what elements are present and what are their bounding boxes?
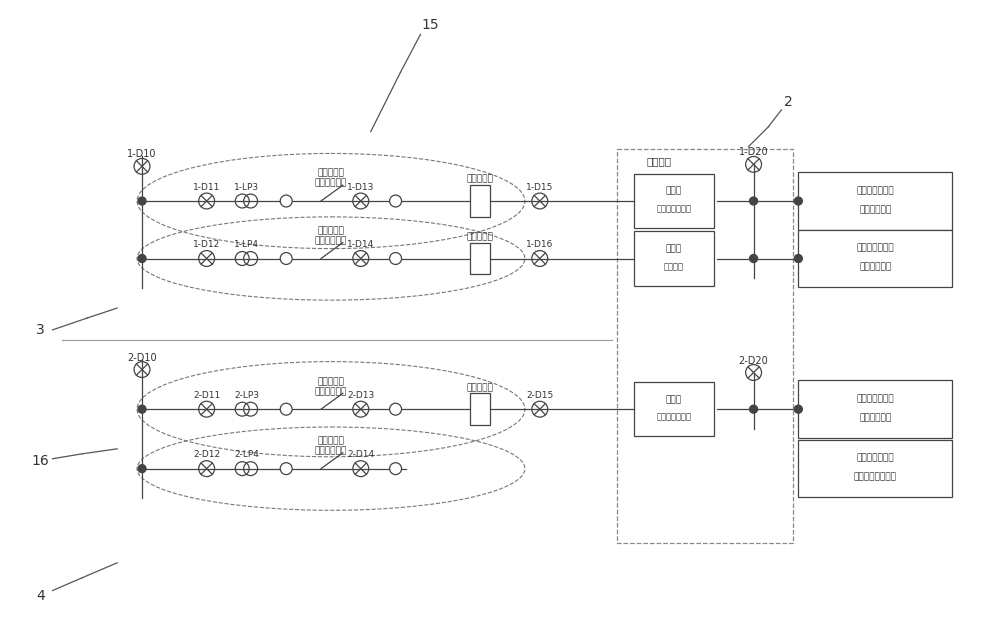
Text: 第三套合闸: 第三套合闸 (318, 436, 344, 446)
Circle shape (138, 465, 146, 473)
Text: 第二套分闸: 第二套分闸 (318, 377, 344, 386)
Text: 第一套智能终端: 第一套智能终端 (857, 186, 894, 195)
Text: 15: 15 (422, 18, 439, 32)
Text: 第二套分闸线圈: 第二套分闸线圈 (657, 413, 692, 422)
Circle shape (750, 197, 758, 205)
Circle shape (390, 253, 402, 265)
Text: 断路器: 断路器 (666, 187, 682, 196)
Circle shape (390, 463, 402, 475)
Text: 2-LP3: 2-LP3 (234, 391, 259, 400)
Bar (798, 440, 952, 498)
Text: 1-D15: 1-D15 (526, 183, 553, 192)
Text: 2-D13: 2-D13 (347, 391, 374, 400)
Text: 合闸线圈: 合闸线圈 (664, 262, 684, 271)
Text: 第一套智能终端: 第一套智能终端 (857, 244, 894, 253)
Circle shape (138, 197, 146, 205)
Text: 合闸逻辑判断接点: 合闸逻辑判断接点 (854, 473, 897, 482)
Bar (470, 242, 490, 274)
Text: 2-LP4: 2-LP4 (234, 450, 259, 460)
Bar (634, 382, 714, 436)
Text: 1-D12: 1-D12 (193, 240, 220, 249)
Text: 1-D16: 1-D16 (526, 240, 553, 249)
Circle shape (280, 403, 292, 415)
Circle shape (280, 253, 292, 265)
Text: 第二套智能终端: 第二套智能终端 (857, 454, 894, 463)
Text: 一次机构: 一次机构 (647, 156, 672, 166)
Text: 3: 3 (36, 323, 45, 337)
Bar (470, 185, 490, 217)
Text: 1-LP4: 1-LP4 (234, 240, 259, 249)
Text: 合闸出口回路: 合闸出口回路 (859, 263, 892, 272)
Text: 分闸继电器: 分闸继电器 (467, 175, 494, 184)
Bar (470, 393, 490, 425)
Text: 2-D14: 2-D14 (347, 450, 374, 460)
Text: 第一套分闸: 第一套分闸 (318, 169, 344, 178)
Text: 第一套分闸线圈: 第一套分闸线圈 (657, 204, 692, 214)
Circle shape (750, 254, 758, 263)
Text: 分闸出口回路: 分闸出口回路 (859, 205, 892, 214)
Text: 16: 16 (32, 454, 49, 468)
Text: 断路器: 断路器 (666, 395, 682, 404)
Circle shape (794, 405, 802, 413)
Text: 1-D13: 1-D13 (347, 183, 374, 192)
Text: 2-D10: 2-D10 (127, 353, 157, 363)
Text: 1-LP3: 1-LP3 (234, 183, 259, 192)
Text: 逻辑判断接点: 逻辑判断接点 (315, 387, 347, 396)
Text: 分闸继电器: 分闸继电器 (467, 383, 494, 392)
Circle shape (280, 463, 292, 475)
Text: 逻辑判断接点: 逻辑判断接点 (315, 446, 347, 455)
Text: 2-D12: 2-D12 (193, 450, 220, 460)
Text: 2-D15: 2-D15 (526, 391, 553, 400)
Text: 逻辑判断接点: 逻辑判断接点 (315, 236, 347, 245)
Text: 2: 2 (784, 95, 793, 109)
Circle shape (794, 254, 802, 263)
Circle shape (138, 405, 146, 413)
Bar (634, 231, 714, 285)
Circle shape (390, 403, 402, 415)
Circle shape (794, 197, 802, 205)
Text: 1-D20: 1-D20 (739, 147, 768, 158)
Bar (798, 172, 952, 230)
Text: 1-D14: 1-D14 (347, 240, 374, 249)
Circle shape (280, 195, 292, 207)
Bar (617, 149, 793, 543)
Text: 1-D10: 1-D10 (127, 149, 157, 160)
Text: 1-D11: 1-D11 (193, 183, 220, 192)
Text: 第二套智能终端: 第二套智能终端 (857, 394, 894, 403)
Text: 2-D20: 2-D20 (739, 356, 768, 366)
Bar (634, 174, 714, 229)
Text: 4: 4 (36, 589, 45, 603)
Text: 断路器: 断路器 (666, 244, 682, 253)
Text: 合闸继电器: 合闸继电器 (467, 232, 494, 241)
Circle shape (750, 405, 758, 413)
Circle shape (138, 254, 146, 263)
Text: 逻辑判断接点: 逻辑判断接点 (315, 179, 347, 187)
Circle shape (390, 195, 402, 207)
Bar (798, 380, 952, 438)
Text: 分闸出口回路: 分闸出口回路 (859, 413, 892, 422)
Text: 第一套合闸: 第一套合闸 (318, 226, 344, 235)
Text: 2-D11: 2-D11 (193, 391, 220, 400)
Bar (798, 230, 952, 287)
